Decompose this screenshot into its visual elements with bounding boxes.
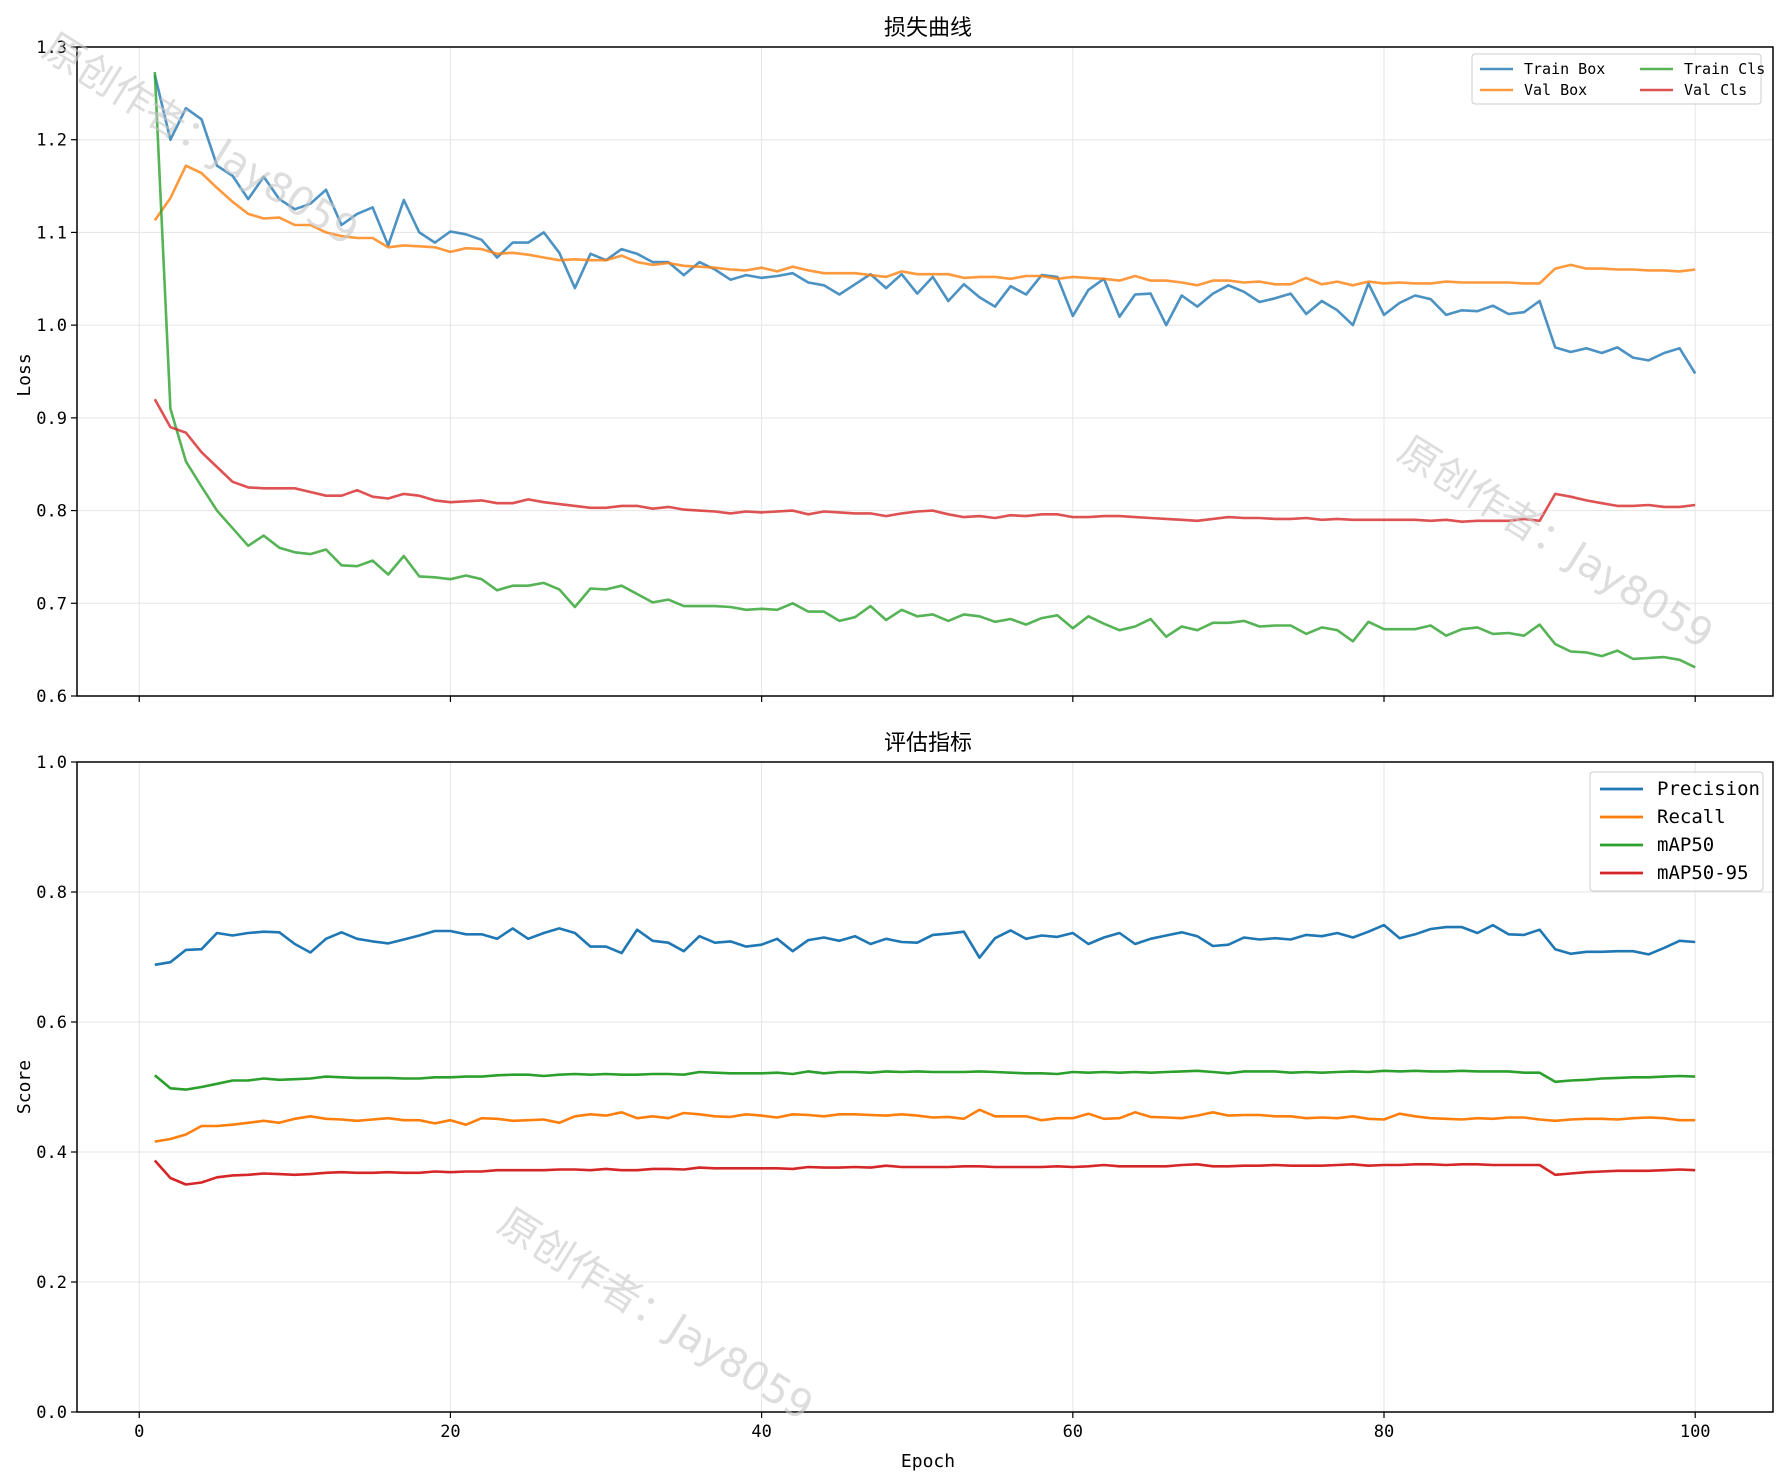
metrics-chart-ytick-label: 0.8 (36, 883, 67, 903)
loss-chart-ytick-label: 1.3 (36, 38, 67, 58)
metrics-chart-xlabel: Epoch (901, 1451, 955, 1472)
loss-legend-box (1471, 53, 1762, 105)
metrics-chart-xtick-label: 0 (134, 1422, 144, 1442)
metrics-chart-series-map50-95 (153, 1159, 1696, 1186)
metrics-chart-series (153, 923, 1696, 1186)
loss-chart-series-val-box (153, 164, 1696, 287)
metrics-chart: 评估指标 0 20 40 60 80 100 0.0 0.2 0.4 0.6 0.8 1.0 Scor… (14, 731, 1774, 1472)
metrics-chart-ytick-label: 0.2 (36, 1273, 67, 1293)
loss-chart-ytick-label: 0.7 (36, 594, 67, 614)
loss-chart-ylabel: Loss (14, 353, 35, 396)
loss-chart-series-val-cls (153, 398, 1696, 524)
loss-chart-legend: Train Box Val Box Train Cls Val Cls (1471, 53, 1765, 105)
metrics-chart-xtick-label: 100 (1680, 1422, 1711, 1442)
legend-label: Val Box (1524, 81, 1587, 99)
legend-label: Precision (1657, 778, 1760, 800)
metrics-chart-ticks: 0 20 40 60 80 100 0.0 0.2 0.4 0.6 0.8 1.0 (36, 753, 1710, 1442)
loss-chart-ytick-label: 0.9 (36, 409, 67, 429)
metrics-chart-ytick-label: 1.0 (36, 753, 67, 773)
metrics-chart-xtick-label: 60 (1063, 1422, 1083, 1442)
metrics-chart-legend: Precision Recall mAP50 mAP50-95 (1589, 771, 1764, 892)
metrics-chart-ytick-label: 0.4 (36, 1143, 67, 1163)
metrics-chart-xtick-label: 80 (1374, 1422, 1394, 1442)
metrics-chart-series-recall (154, 1108, 1696, 1143)
loss-chart-ytick-label: 1.0 (36, 316, 67, 336)
loss-chart-title: 损失曲线 (884, 16, 972, 41)
loss-chart-series-train-cls (153, 71, 1696, 669)
metrics-chart-title: 评估指标 (884, 731, 972, 756)
metrics-chart-ylabel: Score (14, 1060, 35, 1114)
metrics-chart-series-precision (154, 923, 1696, 967)
legend-label: Recall (1657, 806, 1726, 828)
metrics-chart-ytick-label: 0.6 (36, 1013, 67, 1033)
metrics-chart-ytick-label: 0.0 (36, 1403, 67, 1423)
metrics-chart-xtick-label: 20 (440, 1422, 460, 1442)
loss-chart-ytick-label: 1.2 (36, 131, 67, 151)
metrics-legend-box (1589, 771, 1764, 892)
loss-chart-series (153, 71, 1697, 669)
metrics-chart-series-map50 (153, 1069, 1696, 1091)
loss-chart-ytick-label: 1.1 (36, 223, 67, 243)
loss-chart-frame (76, 46, 1774, 697)
legend-label: mAP50-95 (1657, 862, 1749, 884)
loss-chart-ytick-label: 0.6 (36, 687, 67, 707)
metrics-chart-frame (76, 761, 1774, 1413)
legend-label: Train Cls (1684, 60, 1765, 78)
metrics-chart-xtick-label: 40 (751, 1422, 771, 1442)
loss-chart: 损失曲线 0.6 0.7 0.8 0.9 1.0 1.1 1.2 1.3 Loss Train… (14, 16, 1774, 707)
legend-label: Train Box (1524, 60, 1605, 78)
loss-chart-series-train-box (153, 74, 1697, 375)
legend-label: Val Cls (1684, 81, 1747, 99)
legend-label: mAP50 (1657, 834, 1714, 856)
loss-chart-ticks: 0.6 0.7 0.8 0.9 1.0 1.1 1.2 1.3 (36, 38, 1696, 707)
loss-chart-ytick-label: 0.8 (36, 502, 67, 522)
